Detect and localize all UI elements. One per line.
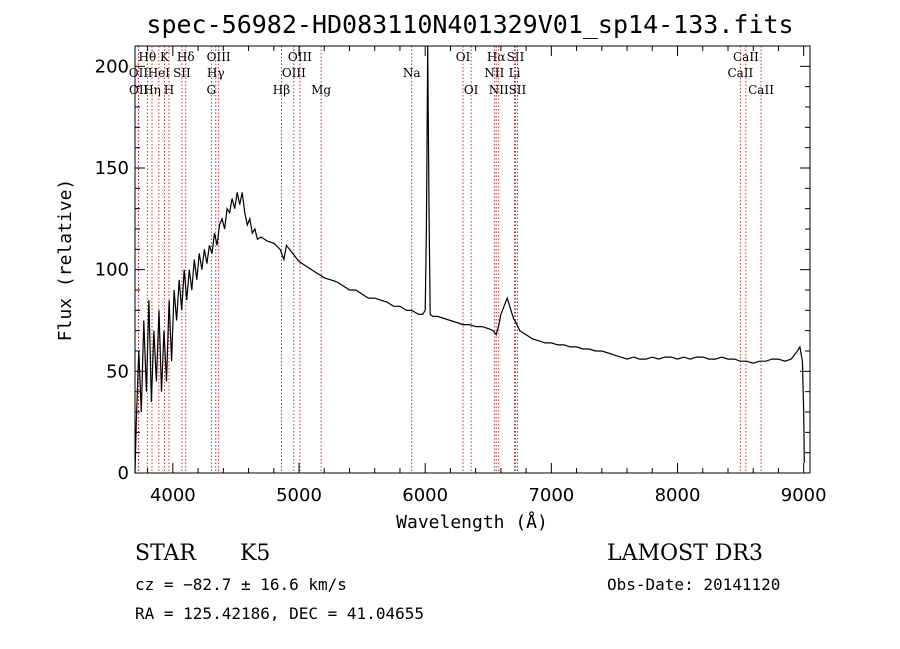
x-tick-label: 6000 xyxy=(402,485,448,506)
line-marker-label-5: Hη xyxy=(143,83,161,97)
line-marker-label-7: SII xyxy=(173,66,191,80)
line-marker-label-18: OI xyxy=(464,83,479,97)
spectral-line-markers: Hθ OII OII K HeI Hη Hδ SII H OIII Hγ G OIII OIII Hβ Mg N… xyxy=(129,46,774,473)
line-marker-label-3: K xyxy=(160,50,170,64)
plot-frame xyxy=(134,45,811,474)
line-marker-label-4: HeI xyxy=(148,66,171,80)
obs-date-text: Obs-Date: 20141120 xyxy=(607,575,780,594)
line-marker-label-15: Mg xyxy=(311,83,331,97)
y-axis-label: Flux (relative) xyxy=(55,179,76,342)
line-marker-label-26: CaII xyxy=(727,66,753,80)
line-marker-label-24: SII xyxy=(509,83,527,97)
x-tick-label: 8000 xyxy=(655,485,701,506)
y-tick-label: 150 xyxy=(95,158,129,179)
x-tick-label: 4000 xyxy=(150,485,196,506)
line-marker-label-11: G xyxy=(207,83,217,97)
line-marker-label-20: NII xyxy=(484,66,504,80)
survey-name: LAMOST DR3 xyxy=(607,541,763,566)
y-tick-label: 0 xyxy=(118,463,129,484)
line-marker-label-8: H xyxy=(164,83,174,97)
redshift-text: cz = −82.7 ± 16.6 km/s xyxy=(135,575,347,594)
x-tick-label: 9000 xyxy=(781,485,827,506)
line-marker-label-21: NII xyxy=(489,83,509,97)
x-tick-label: 5000 xyxy=(276,485,322,506)
y-tick-label: 200 xyxy=(95,56,129,77)
axis-ticks: 4000 5000 6000 7000 8000 9000 0 50 100 150 200 xyxy=(95,45,827,506)
line-marker-label-23: Li xyxy=(509,66,521,80)
object-subclass: K5 xyxy=(240,541,270,566)
line-marker-label-6: Hδ xyxy=(177,50,195,64)
line-marker-label-2: OII xyxy=(129,83,149,97)
line-marker-label-1: OII xyxy=(129,66,149,80)
line-marker-label-12: OIII xyxy=(288,50,312,64)
y-tick-label: 100 xyxy=(95,260,129,281)
line-marker-label-22: SII xyxy=(507,50,525,64)
line-marker-label-10: Hγ xyxy=(207,66,225,80)
y-tick-label: 50 xyxy=(106,361,129,382)
coordinates-text: RA = 125.42186, DEC = 41.04655 xyxy=(135,604,424,623)
object-class: STAR xyxy=(135,541,197,566)
line-marker-label-25: CaII xyxy=(733,50,759,64)
line-marker-label-0: Hθ xyxy=(139,50,157,64)
chart-title: spec-56982-HD083110N401329V01_sp14-133.f… xyxy=(146,10,793,39)
line-marker-label-16: Na xyxy=(403,66,421,80)
line-marker-label-27: CaII xyxy=(748,83,774,97)
line-marker-label-13: OIII xyxy=(282,66,306,80)
line-marker-label-19: Hα xyxy=(487,50,506,64)
x-tick-label: 7000 xyxy=(528,485,574,506)
line-marker-label-9: OIII xyxy=(207,50,231,64)
line-marker-label-14: Hβ xyxy=(273,83,290,97)
x-axis-label: Wavelength (Å) xyxy=(396,511,548,533)
line-marker-label-17: OI xyxy=(456,50,471,64)
spectrum-line xyxy=(134,45,805,474)
